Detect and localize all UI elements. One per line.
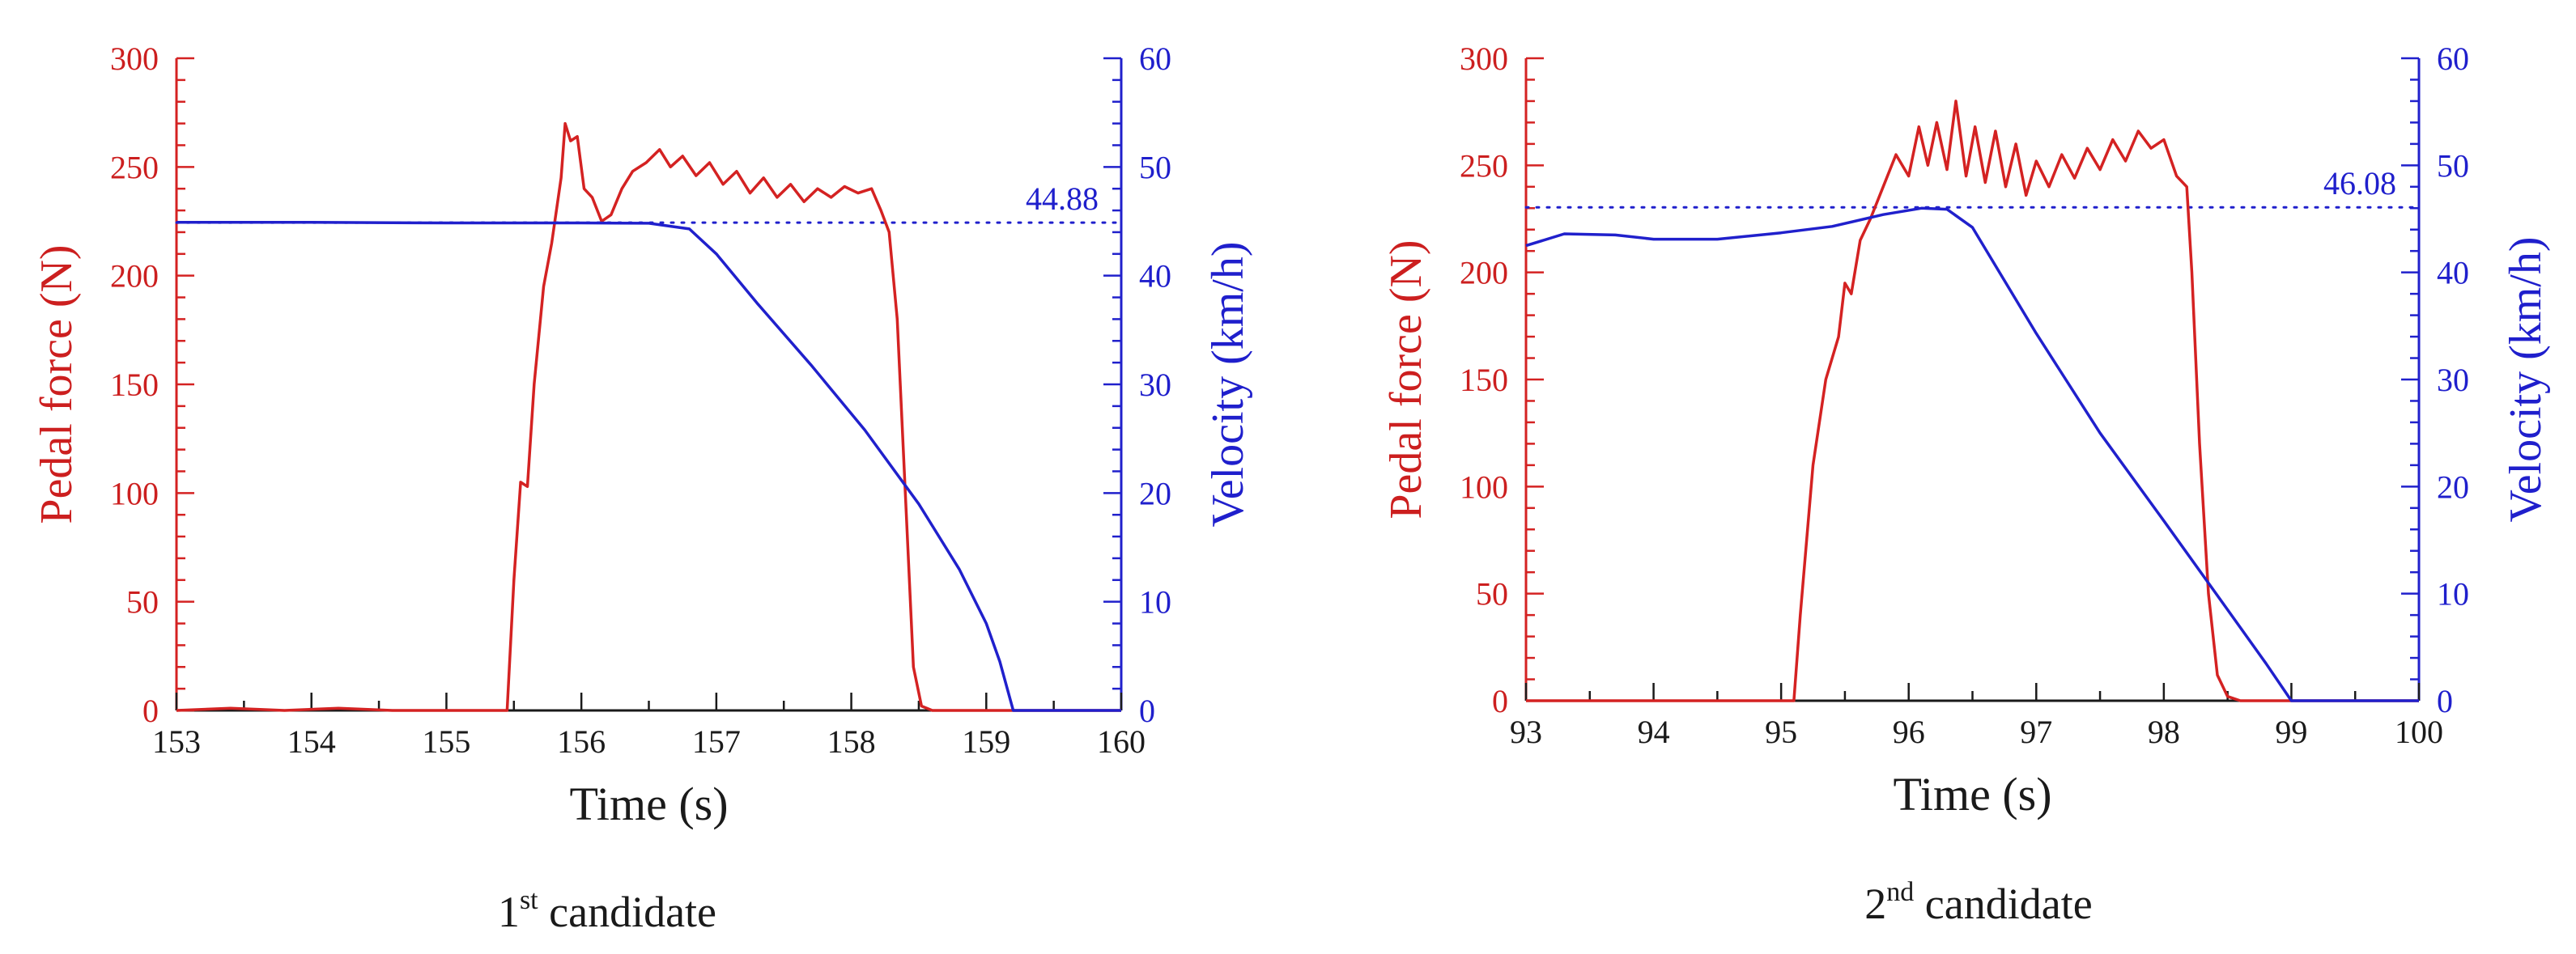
reference-label: 44.88 — [1026, 180, 1099, 217]
x-tick-label: 100 — [2395, 714, 2443, 750]
right-tick-label: 20 — [1139, 475, 1171, 511]
caption-ordinal: 1 — [498, 888, 520, 936]
reference-label: 46.08 — [2323, 165, 2396, 201]
caption-ordinal: 2 — [1864, 880, 1886, 928]
right-tick-label: 20 — [2437, 469, 2469, 505]
right-tick-label: 50 — [1139, 149, 1171, 185]
left-axis-title: Pedal force (N) — [32, 244, 82, 524]
pedal-force-line — [1526, 100, 2419, 702]
left-tick-label: 100 — [1460, 469, 1508, 505]
x-tick-label: 157 — [692, 723, 741, 760]
velocity-line — [176, 221, 1121, 712]
x-tick-label: 95 — [1765, 714, 1797, 750]
chart-2: 0 50 100 150 200 250 300 0 10 20 30 40 50 60 93 94 95 96 9… — [1381, 40, 2551, 928]
right-tick-label: 50 — [2437, 147, 2469, 184]
caption-text: candidate — [538, 888, 716, 936]
x-axis-title: Time (s) — [1893, 768, 2051, 820]
x-tick-label: 94 — [1638, 714, 1670, 750]
right-tick-label: 10 — [2437, 576, 2469, 613]
x-tick-label: 96 — [1893, 714, 1925, 750]
left-axis-title: Pedal force (N) — [1381, 240, 1431, 519]
x-tick-label: 153 — [152, 723, 201, 760]
left-tick-label: 0 — [142, 693, 159, 729]
x-tick-label: 99 — [2275, 714, 2307, 750]
left-tick-label: 150 — [1460, 362, 1508, 398]
chart-1: 0 50 100 150 200 250 300 0 10 20 30 40 50 60 153 154 155… — [32, 40, 1253, 936]
x-axis-title: Time (s) — [569, 778, 728, 830]
pedal-force-line — [176, 121, 1121, 712]
right-tick-label: 40 — [1139, 258, 1171, 295]
left-tick-label: 250 — [1460, 147, 1508, 184]
caption-text: candidate — [1914, 880, 2092, 928]
caption-superscript: st — [520, 885, 538, 915]
x-tick-label: 98 — [2148, 714, 2180, 750]
right-tick-label: 60 — [1139, 40, 1171, 77]
right-axis-title: Velocity (km/h) — [1203, 241, 1253, 527]
left-tick-label: 150 — [110, 367, 159, 403]
x-tick-label: 160 — [1097, 723, 1146, 760]
left-tick-label: 300 — [1460, 40, 1508, 77]
left-tick-label: 200 — [1460, 255, 1508, 291]
left-tick-label: 300 — [110, 40, 159, 77]
right-tick-label: 30 — [1139, 367, 1171, 403]
x-tick-label: 158 — [827, 723, 876, 760]
left-tick-label: 100 — [110, 475, 159, 511]
right-tick-label: 0 — [1139, 693, 1155, 729]
x-tick-label: 93 — [1510, 714, 1542, 750]
caption-superscript: nd — [1886, 877, 1914, 907]
velocity-line — [1525, 206, 2419, 702]
right-tick-label: 60 — [2437, 40, 2469, 77]
chart-caption: 1st candidate — [498, 885, 716, 936]
left-tick-label: 50 — [126, 584, 159, 621]
x-tick-label: 97 — [2020, 714, 2052, 750]
right-tick-label: 30 — [2437, 362, 2469, 398]
right-axis-title: Velocity (km/h) — [2501, 236, 2551, 522]
x-tick-label: 155 — [422, 723, 470, 760]
right-tick-label: 10 — [1139, 584, 1171, 621]
x-tick-label: 154 — [287, 723, 336, 760]
x-tick-label: 156 — [557, 723, 606, 760]
left-tick-label: 200 — [110, 258, 159, 295]
left-tick-label: 50 — [1476, 576, 1508, 613]
right-tick-label: 0 — [2437, 683, 2453, 719]
x-tick-label: 159 — [962, 723, 1010, 760]
right-tick-label: 40 — [2437, 255, 2469, 291]
chart-caption: 2nd candidate — [1864, 877, 2092, 928]
left-tick-label: 250 — [110, 149, 159, 185]
left-tick-label: 0 — [1492, 683, 1508, 719]
